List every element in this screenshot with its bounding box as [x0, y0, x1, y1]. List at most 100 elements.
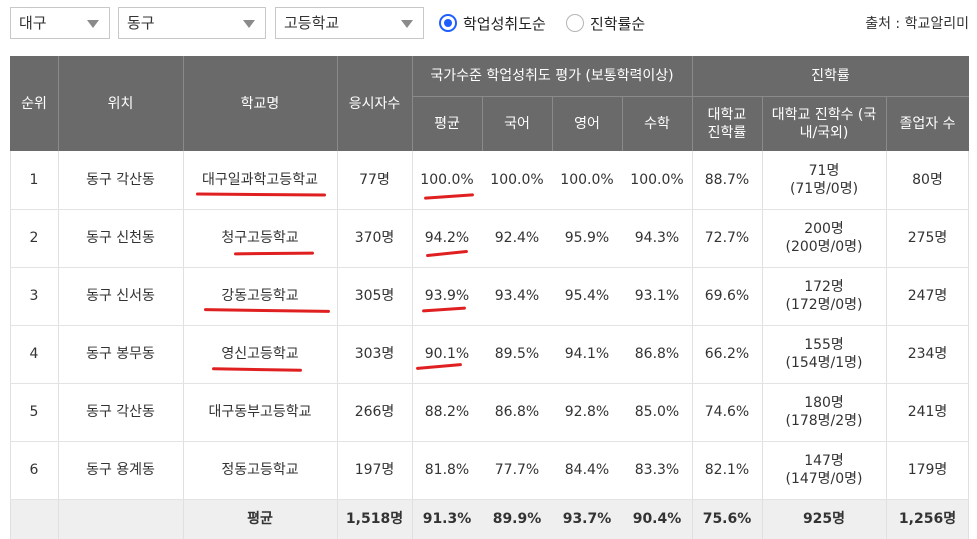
grid-line [762, 151, 763, 539]
location-cell: 동구 신천동 [86, 230, 155, 246]
univ-count-detail: (71명/0명) [789, 181, 859, 197]
header-divider [692, 56, 693, 151]
graduates-cell: 80명 [912, 172, 943, 188]
examinees-cell: 266명 [354, 404, 395, 420]
region-select[interactable]: 대구 [10, 7, 110, 39]
avg-cell: 81.8% [424, 462, 470, 478]
english-cell: 95.9% [564, 230, 610, 246]
rank-cell: 4 [29, 346, 39, 362]
school-name-link[interactable]: 정동고등학교 [221, 462, 299, 478]
grid-line [10, 383, 969, 384]
region-select-value: 대구 [19, 14, 47, 32]
math-cell: 94.3% [634, 230, 680, 246]
univ-count-total: 200명 [804, 221, 844, 237]
radio-checked-icon[interactable] [439, 14, 457, 32]
rank-cell: 1 [29, 172, 39, 188]
univ-rate-cell: 88.7% [704, 172, 750, 188]
avg-cell: 90.1% [424, 346, 470, 362]
district-select-value: 동구 [127, 14, 155, 32]
school-name-link[interactable]: 대구일과학고등학교 [202, 172, 318, 188]
grid-line [692, 151, 693, 539]
avg-cell: 94.2% [424, 230, 470, 246]
univ-rate-cell: 74.6% [704, 404, 750, 420]
rank-cell: 6 [29, 462, 39, 478]
sort-option-label: 진학률순 [590, 14, 646, 33]
header-advancement-group: 진학률 [692, 56, 969, 96]
english-cell: 100.0% [560, 172, 614, 188]
grid-line [10, 151, 11, 539]
rank-cell: 2 [29, 230, 39, 246]
header-divider [622, 96, 623, 151]
header-divider [552, 96, 553, 151]
univ-count-total: 71명 [808, 163, 840, 179]
korean-cell: 92.4% [494, 230, 540, 246]
univ-count-detail: (172명/0명) [785, 297, 863, 313]
location-cell: 동구 용계동 [86, 462, 155, 478]
chevron-down-icon [243, 20, 255, 28]
header-graduates: 졸업자 수 [886, 96, 969, 151]
math-cell: 83.3% [634, 462, 680, 478]
univ-count-cell: 172명 (172명/0명) [762, 267, 886, 325]
school-name-link[interactable]: 대구동부고등학교 [208, 404, 312, 420]
univ-count-detail: (154명/1명) [785, 355, 863, 371]
grid-line [337, 151, 338, 539]
header-avg: 평균 [412, 96, 482, 151]
header-univ-rate: 대학교 진학률 [692, 96, 762, 151]
school-name-link[interactable]: 영신고등학교 [221, 346, 299, 362]
english-cell: 84.4% [564, 462, 610, 478]
avg-cell: 100.0% [420, 172, 474, 188]
english-cell: 92.8% [564, 404, 610, 420]
average-english: 93.7% [562, 511, 612, 527]
location-cell: 동구 각산동 [86, 404, 155, 420]
average-label: 평균 [247, 511, 273, 527]
graduates-cell: 241명 [907, 404, 948, 420]
sort-option-label: 학업성취도순 [463, 14, 546, 33]
graduates-cell: 275명 [907, 230, 948, 246]
examinees-cell: 305명 [354, 288, 395, 304]
univ-count-total: 172명 [804, 279, 844, 295]
korean-cell: 89.5% [494, 346, 540, 362]
univ-count-cell: 155명 (154명/1명) [762, 325, 886, 383]
examinees-cell: 303명 [354, 346, 395, 362]
graduates-cell: 247명 [907, 288, 948, 304]
average-examinees: 1,518명 [345, 511, 404, 527]
univ-count-total: 180명 [804, 395, 844, 411]
univ-count-cell: 147명 (147명/0명) [762, 441, 886, 499]
univ-count-detail: (178명/2명) [785, 413, 863, 429]
header-divider [482, 96, 483, 151]
sort-option-advancement[interactable]: 진학률순 [566, 11, 645, 35]
math-cell: 93.1% [634, 288, 680, 304]
univ-count-cell: 71명 (71명/0명) [762, 151, 886, 209]
grid-line [10, 267, 969, 268]
average-row [10, 499, 969, 539]
chevron-down-icon [87, 20, 99, 28]
school-name-link[interactable]: 강동고등학교 [221, 288, 299, 304]
sort-option-achievement[interactable]: 학업성취도순 [439, 11, 546, 35]
header-divider [183, 56, 184, 151]
rank-cell: 3 [29, 288, 39, 304]
examinees-cell: 77명 [359, 172, 390, 188]
avg-cell: 88.2% [424, 404, 470, 420]
location-cell: 동구 봉무동 [86, 346, 155, 362]
filter-bar: 대구 동구 고등학교 학업성취도순 진학률순 출처 : 학교알리미 [0, 0, 977, 48]
district-select[interactable]: 동구 [118, 7, 266, 39]
univ-count-total: 155명 [804, 337, 844, 353]
univ-count-cell: 180명 (178명/2명) [762, 383, 886, 441]
avg-cell: 93.9% [424, 288, 470, 304]
math-cell: 86.8% [634, 346, 680, 362]
school-name-link[interactable]: 청구고등학교 [221, 230, 299, 246]
average-univ-count: 925명 [802, 511, 846, 527]
univ-rate-cell: 72.7% [704, 230, 750, 246]
grid-line [183, 151, 184, 539]
univ-count-total: 147명 [804, 453, 844, 469]
header-math: 수학 [622, 96, 692, 151]
graduates-cell: 234명 [907, 346, 948, 362]
school-type-select[interactable]: 고등학교 [275, 7, 424, 39]
average-avg: 91.3% [422, 511, 472, 527]
radio-unchecked-icon[interactable] [566, 14, 584, 32]
header-korean: 국어 [482, 96, 552, 151]
grid-line [10, 325, 969, 326]
english-cell: 95.4% [564, 288, 610, 304]
korean-cell: 93.4% [494, 288, 540, 304]
header-school: 학교명 [183, 56, 337, 151]
